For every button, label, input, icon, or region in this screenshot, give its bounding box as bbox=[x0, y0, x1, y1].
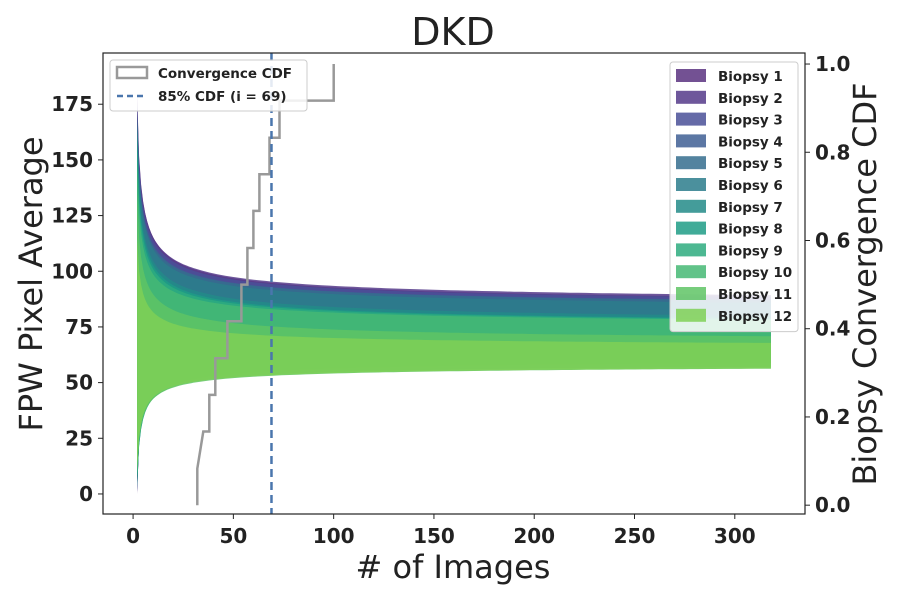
legend-swatch-biopsy-12 bbox=[676, 309, 706, 322]
x-axis-label: # of Images bbox=[356, 548, 551, 586]
legend-label-biopsy-3: Biopsy 3 bbox=[718, 113, 783, 129]
legend-label-biopsy-12: Biopsy 12 bbox=[718, 309, 792, 325]
y-tick-label: 25 bbox=[65, 426, 93, 450]
x-tick-label: 250 bbox=[614, 524, 656, 548]
legend-label-biopsy-11: Biopsy 11 bbox=[718, 287, 792, 303]
legend-cdf: Convergence CDF 85% CDF (i = 69) bbox=[110, 60, 307, 111]
legend-biopsies: Biopsy 1 Biopsy 2 Biopsy 3 Biopsy 4 Biopsy 5… bbox=[670, 62, 798, 332]
legend-swatch-biopsy-3 bbox=[676, 113, 706, 126]
legend-label-biopsy-1: Biopsy 1 bbox=[718, 69, 783, 85]
legend-swatch-biopsy-8 bbox=[676, 222, 706, 235]
x-tick-label: 200 bbox=[513, 524, 555, 548]
legend-swatch-biopsy-11 bbox=[676, 287, 706, 300]
legend-threshold-label: 85% CDF (i = 69) bbox=[158, 89, 287, 105]
y2-axis-label: Biopsy Convergence CDF bbox=[846, 82, 884, 485]
y2-tick-label: 0.4 bbox=[815, 317, 850, 341]
legend-label-biopsy-8: Biopsy 8 bbox=[718, 222, 783, 238]
y-axis-label: FPW Pixel Average bbox=[12, 136, 50, 431]
legend-label-biopsy-7: Biopsy 7 bbox=[718, 200, 783, 216]
y-tick-label: 175 bbox=[51, 92, 93, 116]
x-tick-label: 300 bbox=[714, 524, 756, 548]
legend-swatch-biopsy-9 bbox=[676, 243, 706, 256]
y-tick-label: 50 bbox=[65, 371, 93, 395]
x-tick-label: 50 bbox=[219, 524, 247, 548]
legend-label-biopsy-5: Biopsy 5 bbox=[718, 156, 783, 172]
y-tick-label: 75 bbox=[65, 315, 93, 339]
y2-tick-label: 0.0 bbox=[815, 493, 850, 517]
legend-label-biopsy-9: Biopsy 9 bbox=[718, 243, 783, 259]
legend-swatch-biopsy-5 bbox=[676, 156, 706, 169]
legend-swatch-biopsy-6 bbox=[676, 178, 706, 191]
y2-tick-label: 0.8 bbox=[815, 140, 850, 164]
y2-tick-label: 0.6 bbox=[815, 228, 850, 252]
legend-swatch-biopsy-7 bbox=[676, 200, 706, 213]
chart-title: DKD bbox=[411, 10, 494, 54]
y-tick-label: 100 bbox=[51, 259, 93, 283]
legend-swatch-biopsy-1 bbox=[676, 69, 706, 82]
x-tick-label: 100 bbox=[313, 524, 355, 548]
x-tick-label: 0 bbox=[126, 524, 140, 548]
legend-label-biopsy-2: Biopsy 2 bbox=[718, 91, 783, 107]
legend-label-biopsy-4: Biopsy 4 bbox=[718, 134, 783, 150]
x-tick-label: 150 bbox=[413, 524, 455, 548]
y-tick-label: 0 bbox=[79, 482, 93, 506]
y2-tick-label: 1.0 bbox=[815, 52, 850, 76]
legend-label-biopsy-6: Biopsy 6 bbox=[718, 178, 783, 194]
legend-swatch-biopsy-4 bbox=[676, 134, 706, 147]
legend-cdf-label: Convergence CDF bbox=[158, 66, 292, 82]
legend-label-biopsy-10: Biopsy 10 bbox=[718, 265, 792, 281]
y-tick-label: 125 bbox=[51, 204, 93, 228]
y-tick-label: 150 bbox=[51, 148, 93, 172]
legend-swatch-biopsy-2 bbox=[676, 91, 706, 104]
legend-swatch-biopsy-10 bbox=[676, 265, 706, 278]
y2-tick-label: 0.2 bbox=[815, 405, 850, 429]
